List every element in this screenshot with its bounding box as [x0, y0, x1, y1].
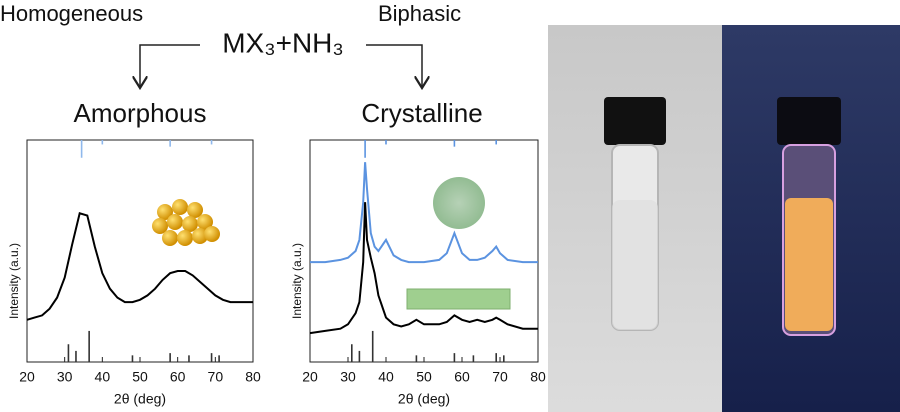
- arrow: [366, 44, 422, 88]
- x-tick-label: 30: [340, 369, 356, 385]
- reaction-label: MX₃+NH₃: [222, 27, 344, 58]
- x-tick-label: 20: [302, 369, 318, 385]
- intensity-line: [309, 202, 538, 335]
- crystalline-label: Crystalline: [361, 98, 482, 128]
- x-tick-label: 70: [492, 369, 508, 385]
- x-tick-label: 50: [416, 369, 432, 385]
- plot-frame: [26, 139, 254, 363]
- y-axis-label: Intensity (a.u.): [7, 243, 21, 319]
- crystal-sphere: [433, 177, 485, 229]
- intensity-line: [310, 162, 538, 264]
- amorphous-label: Amorphous: [74, 98, 207, 128]
- arrow: [140, 44, 200, 88]
- x-tick-label: 30: [57, 369, 73, 385]
- photo: [548, 25, 900, 412]
- intensity-line: [26, 212, 253, 321]
- x-axis-label: 2θ (deg): [114, 391, 166, 407]
- x-tick-label: 70: [208, 369, 224, 385]
- x-tick-label: 80: [530, 369, 546, 385]
- x-tick-label: 40: [378, 369, 394, 385]
- biphasic-label: Biphasic: [378, 1, 461, 26]
- plot-frame: [309, 139, 539, 363]
- x-axis-label: 2θ (deg): [398, 391, 450, 407]
- x-tick-label: 60: [454, 369, 470, 385]
- x-tick-label: 40: [95, 369, 111, 385]
- crystal-rod: [406, 288, 511, 310]
- homogeneous-label: Homogeneous: [0, 1, 143, 26]
- x-tick-label: 50: [132, 369, 148, 385]
- x-tick-label: 80: [245, 369, 261, 385]
- x-tick-label: 60: [170, 369, 186, 385]
- nanoparticle-cluster: [152, 199, 220, 246]
- y-axis-label: Intensity (a.u.): [290, 243, 304, 319]
- x-tick-label: 20: [19, 369, 35, 385]
